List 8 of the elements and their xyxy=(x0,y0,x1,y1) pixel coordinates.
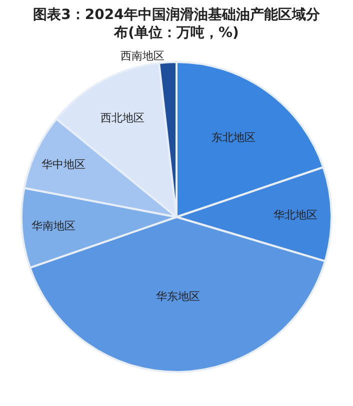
slice-label: 华中地区 xyxy=(42,158,86,171)
slice-label: 华南地区 xyxy=(32,219,76,232)
slice-label: 西北地区 xyxy=(100,112,145,125)
slice-label: 东北地区 xyxy=(212,130,256,144)
slice-label: 华北地区 xyxy=(273,208,318,222)
slice-label: 华东地区 xyxy=(156,290,200,303)
slice-label: 西南地区 xyxy=(120,49,164,62)
chart-title: 图表3：2024年中国润滑油基础油产能区域分布(单位：万吨，%) xyxy=(32,6,321,42)
